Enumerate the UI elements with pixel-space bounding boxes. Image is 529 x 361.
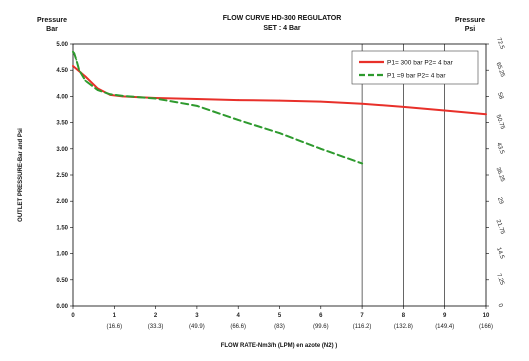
chart-title: FLOW CURVE HD-300 REGULATOR [223,15,342,22]
x-tick-label-6: 6 [319,313,323,319]
x-tick-lpm-label-1: (16.6) [106,324,122,330]
series-2-point-8 [154,97,157,100]
left-unit-label-line1: Pressure [37,17,67,24]
y-right-tick-label-1: 7.25 [495,273,505,287]
legend-box [351,50,479,85]
y-tick-label-1: 0.50 [56,278,68,284]
series-2-point-0 [72,50,74,53]
x-tick-lpm-label-7: (116.2) [353,324,372,330]
y-right-tick-label-4: 29 [496,197,504,206]
legend-label-series-2: P1 =9 bar P2= 4 bar [387,73,446,80]
right-unit-label-line1: Pressure [455,17,485,24]
series-1-point-1 [84,75,87,78]
y-tick-label-7: 3.50 [56,121,68,127]
x-tick-label-1: 1 [113,313,117,319]
x-tick-label-0: 0 [71,313,75,319]
y-tick-label-8: 4.00 [56,94,68,100]
x-tick-label-2: 2 [154,313,158,319]
series-2-point-10 [237,119,240,121]
series-2-point-7 [121,94,124,97]
y-right-tick-label-0: 0 [497,303,504,309]
series-1-point-6 [196,98,198,100]
x-tick-lpm-label-2: (33.3) [148,324,164,330]
series-1-point-7 [237,99,240,101]
y-tick-label-10: 5.00 [56,42,68,48]
x-tick-label-3: 3 [195,313,199,319]
series-2-point-5 [96,89,99,92]
series-1-point-11 [402,105,405,108]
y-right-tick-label-3: 21.75 [495,219,506,236]
series-1-point-10 [361,102,363,105]
x-tick-lpm-label-5: (83) [274,324,285,330]
series-layer [72,50,487,165]
y-tick-label-0: 0.00 [56,304,68,310]
series-2-point-12 [319,147,322,150]
series-line-2 [72,50,364,165]
x-axis-title: FLOW RATE-Nm3/h (LPM) en azote (N2) ) [221,343,338,349]
x-tick-lpm-label-10: (166) [479,324,493,330]
legend: P1= 300 bar P2= 4 bar P1 =9 bar P2= 4 ba… [351,50,479,85]
y-right-tick-label-6: 43.5 [495,142,505,156]
y-tick-label-4: 2.00 [56,199,68,205]
y-tick-label-3: 1.50 [56,225,68,231]
y-right-tick-label-2: 14.5 [495,247,505,261]
grid-layer [361,44,446,306]
series-1-point-13 [485,113,487,116]
y-right-tick-label-7: 50.75 [495,114,506,131]
series-2-point-2 [75,58,78,61]
y-right-tick-label-8: 58 [496,92,504,101]
x-tick-label-4: 4 [237,313,241,319]
series-1-point-9 [319,100,322,103]
x-tick-lpm-label-6: (99.6) [313,324,329,330]
y-right-tick-label-5: 36.25 [495,167,506,184]
series-2-point-3 [78,69,81,72]
series-2-point-9 [196,104,198,107]
y-tick-label-6: 3.00 [56,147,68,153]
left-unit-label-line2: Bar [46,26,58,33]
series-2-point-13 [361,162,363,165]
y-axis-title: OUTLET PRESSURE-Bar and Psi [18,128,24,222]
x-tick-label-7: 7 [360,313,364,319]
x-tick-label-10: 10 [483,313,490,319]
x-tick-lpm-label-4: (66.6) [230,324,246,330]
series-2-point-6 [109,93,112,96]
series-line-1 [72,65,487,116]
x-tick-label-9: 9 [443,313,447,319]
y-right-tick-label-10: 72.5 [495,37,505,51]
chart-subtitle: SET : 4 Bar [263,25,301,32]
y-right-tick-label-9: 65.25 [495,62,506,79]
x-tick-lpm-label-8: (132.8) [394,324,413,330]
y-tick-label-5: 2.50 [56,173,68,179]
series-1-point-8 [278,99,281,102]
y-tick-label-2: 1.00 [56,252,68,258]
x-tick-label-8: 8 [402,313,406,319]
right-unit-label-line2: Psi [465,26,476,33]
ticks-layer: 0.00 0.50 1.00 1.50 2.00 2.50 3.00 3.50 4.00 4.50… [56,37,505,330]
x-tick-lpm-label-9: (149.4) [435,324,454,330]
legend-label-series-1: P1= 300 bar P2= 4 bar [387,60,454,67]
y-tick-label-9: 4.50 [56,68,68,74]
series-1-point-12 [443,109,446,112]
series-2-point-1 [73,52,76,55]
series-1-point-0 [72,65,74,67]
x-tick-label-5: 5 [278,313,282,319]
series-2-point-4 [84,79,87,82]
x-tick-lpm-label-3: (49.9) [189,324,205,330]
series-2-point-11 [278,132,281,134]
